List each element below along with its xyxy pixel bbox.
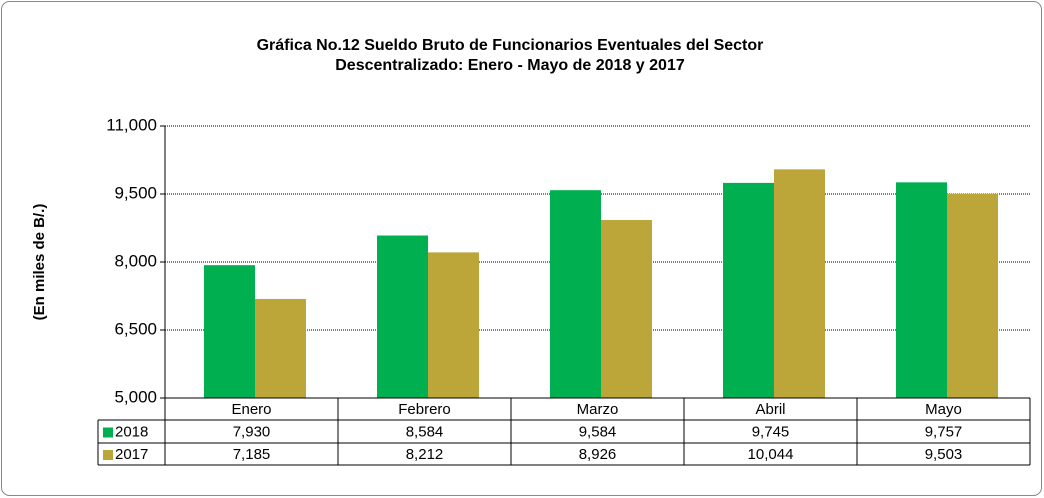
data-label: 9,757 [925,423,963,440]
bar [601,220,652,398]
legend-key [103,450,113,460]
data-label: 7,185 [233,446,271,463]
bar [377,235,428,398]
bar [774,169,825,398]
x-tick-label: Enero [231,401,271,418]
bar [723,182,774,398]
bar [550,190,601,398]
x-tick-label: Marzo [577,401,619,418]
x-tick-label: Abril [755,401,785,418]
y-tick-label: 9,500 [114,183,157,202]
x-tick-label: Mayo [925,401,962,418]
legend-label: 2018 [115,423,148,440]
bar [896,182,947,398]
bar [428,252,479,398]
bar [255,298,306,398]
y-tick-label: 8,000 [114,251,157,270]
data-label: 9,503 [925,446,963,463]
bar [947,193,998,398]
data-label: 7,930 [233,423,271,440]
data-label: 9,584 [579,423,617,440]
data-label: 8,212 [406,446,444,463]
data-label: 8,926 [579,446,617,463]
legend-key [103,427,113,438]
bar [204,265,255,398]
data-label: 10,044 [748,446,794,463]
y-tick-label: 11,000 [106,115,157,134]
y-tick-label: 5,000 [114,387,157,406]
data-label: 9,745 [752,423,790,440]
data-label: 8,584 [406,423,444,440]
chart-title: Gráfica No.12 Sueldo Bruto de Funcionari… [256,37,764,74]
legend-label: 2017 [115,446,148,463]
y-tick-label: 6,500 [114,319,157,338]
y-axis-label: (En miles de B/.) [31,204,48,321]
x-tick-label: Febrero [398,401,451,418]
